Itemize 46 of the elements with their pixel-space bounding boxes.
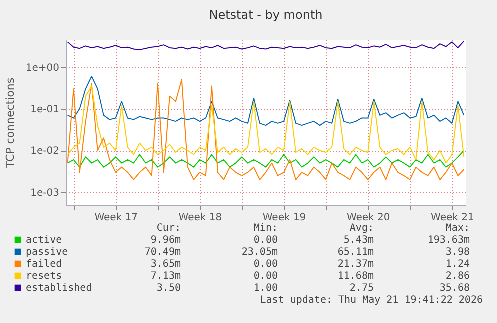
text: 1.24: [446, 259, 470, 270]
text: 5.43m: [344, 235, 374, 246]
y-tick-label: 1e-02: [30, 146, 60, 158]
x-tick-label: Week 17: [94, 212, 138, 224]
legend-label: failed: [26, 259, 62, 270]
text: Last update: Thu May 21 19:41:22 2026: [260, 295, 483, 306]
text: 0.00: [254, 271, 278, 282]
text: 3.65m: [150, 259, 181, 270]
x-tick-label: Week 18: [178, 212, 222, 224]
legend-label: active: [26, 235, 62, 246]
line-series: [67, 79, 465, 180]
text: 9.96m: [150, 235, 181, 246]
text: 193.63m: [428, 235, 470, 246]
text: 23.05m: [242, 247, 278, 258]
text: 0.00: [254, 235, 278, 246]
text: 35.68: [440, 283, 470, 294]
y-tick-label: 1e-01: [30, 104, 60, 116]
text: 11.68m: [338, 271, 374, 282]
chart-title: Netstat - by month: [209, 8, 323, 22]
line-series: [67, 86, 465, 164]
text: Min:: [254, 223, 278, 234]
y-tick-label: 1e-03: [30, 188, 60, 199]
text: 3.50: [156, 283, 181, 294]
legend-label: resets: [26, 271, 62, 282]
text: Max:: [446, 223, 470, 234]
text: 7.13m: [150, 271, 181, 282]
legend-label: established: [26, 283, 92, 294]
text: 65.11m: [338, 247, 374, 258]
text: 0.00: [254, 259, 278, 270]
text: 2.75: [350, 283, 374, 294]
line-series: [67, 40, 465, 50]
text: 21.37m: [338, 259, 374, 270]
legend-label: passive: [26, 247, 68, 258]
x-tick-label: Week 20: [346, 212, 390, 224]
line-series: [67, 76, 465, 126]
x-tick-label: Week 21: [431, 212, 474, 224]
x-tick-label: Week 19: [262, 212, 306, 224]
y-axis-title: TCP connections: [4, 78, 17, 170]
text: 70.49m: [144, 247, 181, 258]
text: 1.00: [254, 283, 278, 294]
line-series: [67, 150, 465, 168]
text: Cur:: [156, 223, 181, 234]
text: 3.98: [446, 247, 470, 258]
text: 2.86: [446, 271, 470, 282]
text: Avg:: [350, 223, 374, 234]
y-tick-label: 1e+00: [26, 62, 60, 74]
